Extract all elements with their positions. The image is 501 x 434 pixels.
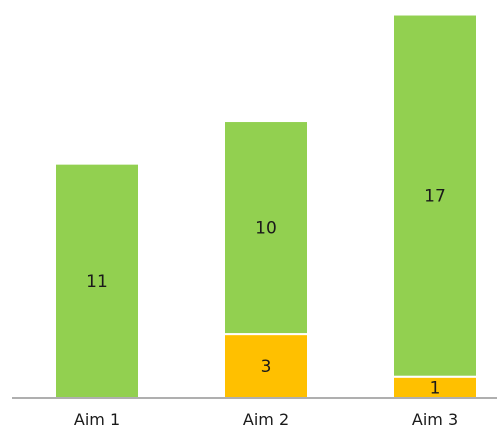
bar-segment [392,13,478,378]
bars-group: 11 3 10 1 17 [54,13,478,399]
bar-segment [223,333,309,399]
data-label: 17 [424,187,446,207]
data-label: 11 [86,272,108,292]
data-label: 3 [261,357,272,377]
bar-segment [54,162,140,399]
x-tick-label: Aim 1 [74,410,120,429]
bar-segment [223,120,309,336]
x-tick-label: Aim 2 [243,410,289,429]
x-tick-label: Aim 3 [412,410,458,429]
x-axis-labels: Aim 1 Aim 2 Aim 3 [74,410,458,429]
data-label: 10 [255,219,277,239]
data-label: 1 [430,378,441,398]
